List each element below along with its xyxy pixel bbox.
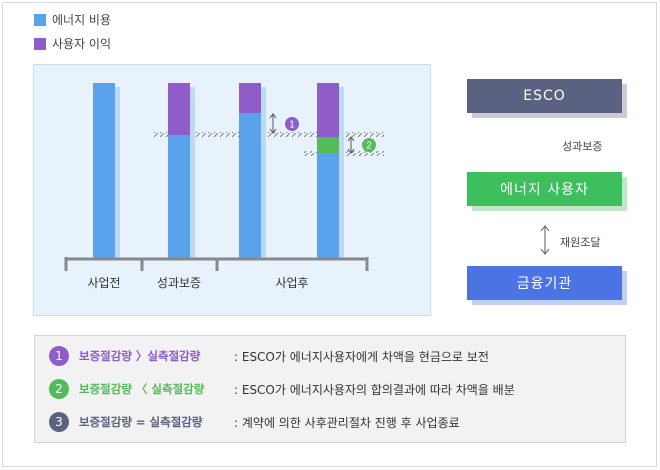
- funding-label: 재원조달: [560, 236, 601, 249]
- guarantee-label: 성과보증: [562, 140, 603, 153]
- bank-box: 금융기관: [467, 266, 627, 305]
- bar-guarantee-energy-cost: [168, 135, 190, 259]
- esco-box: ESCO: [467, 79, 627, 118]
- note-2-description: : ESCO가 에너지사용자의 합의결과에 따라 차액을 배분: [234, 382, 515, 397]
- x-axis-bracket: [64, 257, 369, 271]
- note-1-number: 1: [49, 346, 69, 366]
- marker-2-label: 2: [366, 141, 372, 152]
- note-2-number: 2: [49, 379, 69, 399]
- note-row-3: 3 보증절감량 = 실측절감량 : 계약에 의한 사후관리절차 진행 후 사업종…: [49, 411, 460, 433]
- legend-swatch-user-profit: [34, 38, 46, 50]
- marker-1: 1: [269, 113, 299, 134]
- note-3-description: : 계약에 의한 사후관리절차 진행 후 사업종료: [234, 415, 460, 430]
- note-2-condition: 보증절감량 〈 실측절감량: [79, 382, 205, 396]
- note-row-2: 2 보증절감량 〈 실측절감량 : ESCO가 에너지사용자의 합의결과에 따라…: [49, 378, 515, 400]
- chart-panel: 1 2 사업전 성과보증 사업후: [33, 64, 431, 316]
- note-3-number: 3: [49, 412, 69, 432]
- note-1-description: : ESCO가 에너지사용자에게 차액을 현금으로 보전: [234, 349, 489, 364]
- bar-before-energy-cost: [93, 83, 115, 259]
- bar-after-2-profit: [317, 83, 339, 137]
- x-label-after: 사업후: [275, 276, 308, 290]
- notes-panel: 1 보증절감량 〉실측절감량 : ESCO가 에너지사용자에게 차액을 현금으로…: [34, 335, 626, 443]
- marker-2: 2: [347, 136, 376, 154]
- legend-item-energy-cost: 에너지 비용: [34, 11, 111, 28]
- legend-label-user-profit: 사용자 이익: [52, 37, 112, 51]
- x-label-guarantee: 성과보증: [157, 276, 201, 290]
- esco-label: ESCO: [523, 88, 566, 104]
- energy-user-label: 에너지 사용자: [500, 182, 589, 198]
- x-label-before: 사업전: [87, 276, 120, 290]
- legend-item-user-profit: 사용자 이익: [34, 35, 111, 52]
- note-1-condition: 보증절감량 〉실측절감량: [79, 349, 201, 363]
- bar-guarantee-profit: [168, 83, 190, 135]
- bank-label: 금융기관: [516, 276, 573, 292]
- bar-after-1-profit: [239, 83, 261, 113]
- note-row-1: 1 보증절감량 〉실측절감량 : ESCO가 에너지사용자에게 차액을 현금으로…: [49, 345, 489, 367]
- energy-user-box: 에너지 사용자: [467, 172, 627, 211]
- bar-after-2-saving: [317, 137, 339, 153]
- post-reference-line-2: [349, 132, 384, 137]
- chart-svg: 1 2 사업전 성과보증 사업후: [64, 83, 384, 290]
- bar-after-1-energy-cost: [239, 113, 261, 259]
- legend-swatch-energy-cost: [34, 14, 46, 26]
- marker-1-label: 1: [289, 120, 295, 131]
- bar-after-2-energy-cost: [317, 153, 339, 259]
- note-3-condition: 보증절감량 = 실측절감량: [79, 415, 203, 429]
- double-arrow-icon: [540, 225, 550, 255]
- legend-label-energy-cost: 에너지 비용: [52, 13, 112, 27]
